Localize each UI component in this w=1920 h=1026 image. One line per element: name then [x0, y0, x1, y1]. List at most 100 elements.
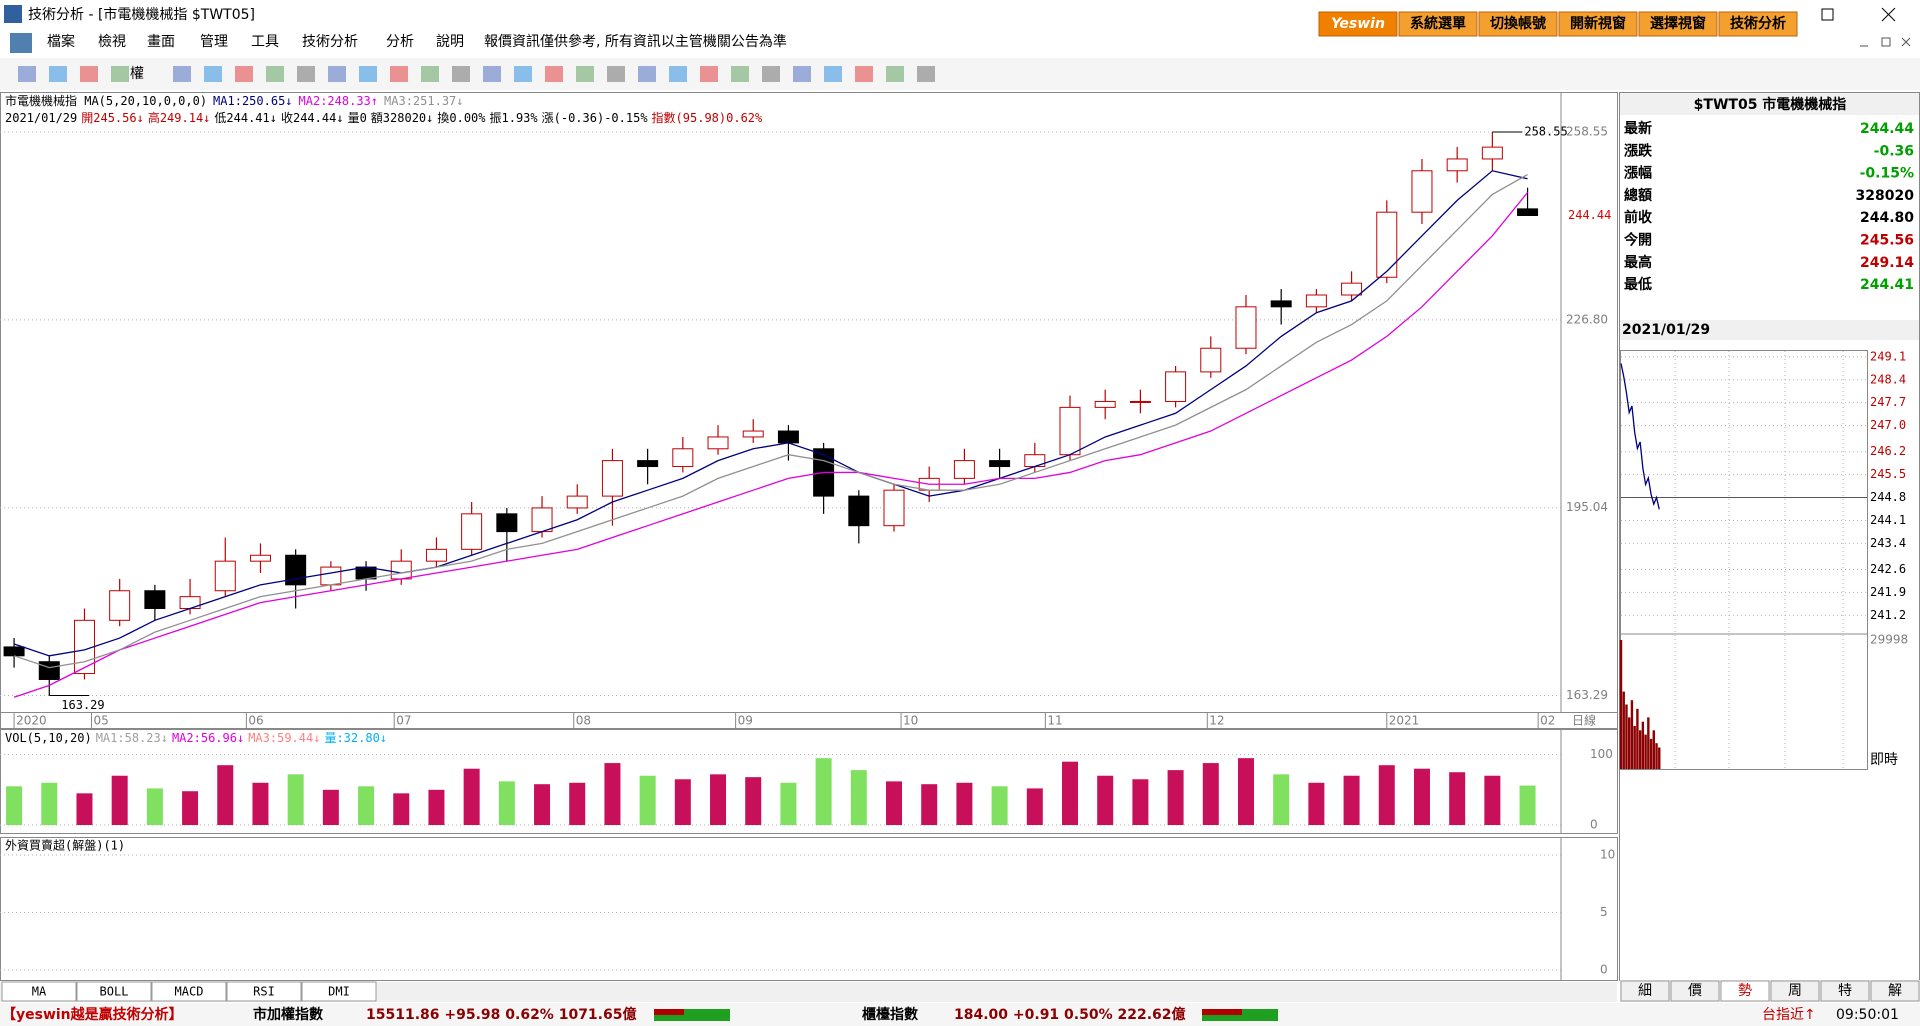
tool-icon[interactable] [359, 66, 377, 82]
intraday-volume [1655, 743, 1658, 769]
tool-icon[interactable] [204, 66, 222, 82]
quote-value: 245.56 [1860, 233, 1914, 249]
y-tick-label: 241.9 [1870, 585, 1906, 599]
menu-item[interactable]: 說明 [436, 33, 464, 50]
candle-body [1376, 211, 1398, 278]
tool-icon[interactable] [700, 66, 718, 82]
tool-icon[interactable] [886, 66, 904, 82]
indicator-tab[interactable] [151, 981, 227, 1002]
tool-icon[interactable] [855, 66, 873, 82]
mdi-controls[interactable] [1860, 37, 1911, 47]
candle-body [777, 430, 799, 444]
restore-button[interactable] [1821, 8, 1834, 21]
tool-icon[interactable] [762, 66, 780, 82]
right-tab[interactable] [1820, 980, 1870, 1002]
right-tab[interactable] [1770, 980, 1820, 1002]
x-tick-label: 08 [576, 714, 591, 728]
intraday-volume [1622, 691, 1625, 769]
window-button-label: 技術分析 [1730, 15, 1786, 32]
menu-item[interactable]: 畫面 [147, 34, 175, 50]
extreme-label: 258.55 [1524, 125, 1567, 139]
y-tick-label: 242.6 [1870, 562, 1906, 576]
tool-icon[interactable] [669, 66, 687, 82]
menu-item[interactable]: 檔案 [47, 33, 75, 50]
tool-icon[interactable] [452, 66, 470, 82]
window-button[interactable] [1318, 11, 1398, 37]
menu-item[interactable]: 管理 [200, 34, 228, 50]
tool-icon[interactable] [545, 66, 563, 82]
right-tab[interactable] [1670, 980, 1720, 1002]
quote-label: 前收 [1624, 209, 1653, 226]
candle-body [848, 495, 870, 527]
indicator-tab[interactable] [226, 981, 302, 1002]
volume-bar [41, 782, 58, 825]
volume-bar [1097, 775, 1114, 825]
candle-body [1481, 146, 1503, 160]
indicator-tab[interactable] [1, 981, 77, 1002]
info-item: 指數(95.98)0.62% [652, 110, 763, 125]
window-button[interactable] [1718, 11, 1798, 37]
volume-bar [1132, 779, 1149, 825]
candle-body [38, 661, 60, 680]
tool-icon[interactable] [824, 66, 842, 82]
menu-item[interactable]: 工具 [251, 34, 279, 50]
candle-body [1200, 347, 1222, 373]
quote-label: 漲幅 [1624, 165, 1652, 182]
quote-date: 2021/01/29 [1622, 322, 1710, 338]
right-tab[interactable] [1870, 980, 1920, 1002]
intraday-volume [1658, 747, 1661, 769]
volume-bar [1343, 775, 1360, 825]
indicator-tab[interactable] [76, 981, 152, 1002]
candle-body [1411, 170, 1433, 213]
tool-icon[interactable] [514, 66, 532, 82]
tool-icon[interactable] [607, 66, 625, 82]
quote-value: 328020 [1856, 188, 1915, 204]
volume-bar [991, 786, 1008, 825]
tool-icon[interactable] [49, 66, 67, 82]
tool-icon[interactable] [576, 66, 594, 82]
tool-icon[interactable] [421, 66, 439, 82]
volume-bar [639, 775, 656, 825]
tool-icon[interactable] [731, 66, 749, 82]
tool-icon[interactable] [638, 66, 656, 82]
menu-item[interactable]: 檢視 [98, 33, 126, 50]
menu-item[interactable]: 技術分析 [302, 34, 358, 50]
volume-bar [463, 768, 480, 825]
tool-icon[interactable] [328, 66, 346, 82]
indicator-tab[interactable] [301, 981, 377, 1002]
tool-icon[interactable] [390, 66, 408, 82]
x-tick-label: 02 [1540, 714, 1555, 728]
candle-body [989, 460, 1011, 468]
volume-bar [1202, 763, 1219, 825]
right-tab[interactable] [1720, 980, 1770, 1002]
tool-icon[interactable] [793, 66, 811, 82]
y-tick-label: 247.7 [1870, 395, 1906, 409]
close-button[interactable] [1881, 7, 1896, 22]
x-tick-label: 09 [738, 714, 753, 728]
tool-icon[interactable] [483, 66, 501, 82]
legend-entry: 量:32.80↓ [324, 731, 387, 745]
chart-info: 2021/01/29 開245.56↓ 高249.14↓ 低244.41↓ 收244.4… [5, 110, 763, 125]
menu-item[interactable]: 分析 [386, 34, 414, 50]
x-tick-label: 2020 [16, 714, 47, 728]
tool-icon[interactable] [235, 66, 253, 82]
volume-bar [498, 781, 515, 825]
tool-icon[interactable] [111, 66, 129, 82]
tool-icon[interactable] [80, 66, 98, 82]
candle-body [109, 590, 131, 621]
y-tick-label: 247.0 [1870, 418, 1906, 432]
volume-bar [674, 779, 691, 825]
volume-bar [428, 789, 445, 825]
right-tab[interactable] [1620, 980, 1670, 1002]
tool-icon[interactable] [173, 66, 191, 82]
tool-icon[interactable] [297, 66, 315, 82]
tool-icon[interactable] [266, 66, 284, 82]
window-button[interactable] [1638, 11, 1718, 37]
window-button[interactable] [1478, 11, 1558, 37]
tool-icon[interactable] [18, 66, 36, 82]
intraday-volume [1649, 738, 1653, 769]
legend-entry: MA3:59.44↓ [248, 731, 320, 745]
window-button[interactable] [1558, 11, 1638, 37]
window-button[interactable] [1398, 11, 1478, 37]
tool-icon[interactable] [917, 66, 935, 82]
